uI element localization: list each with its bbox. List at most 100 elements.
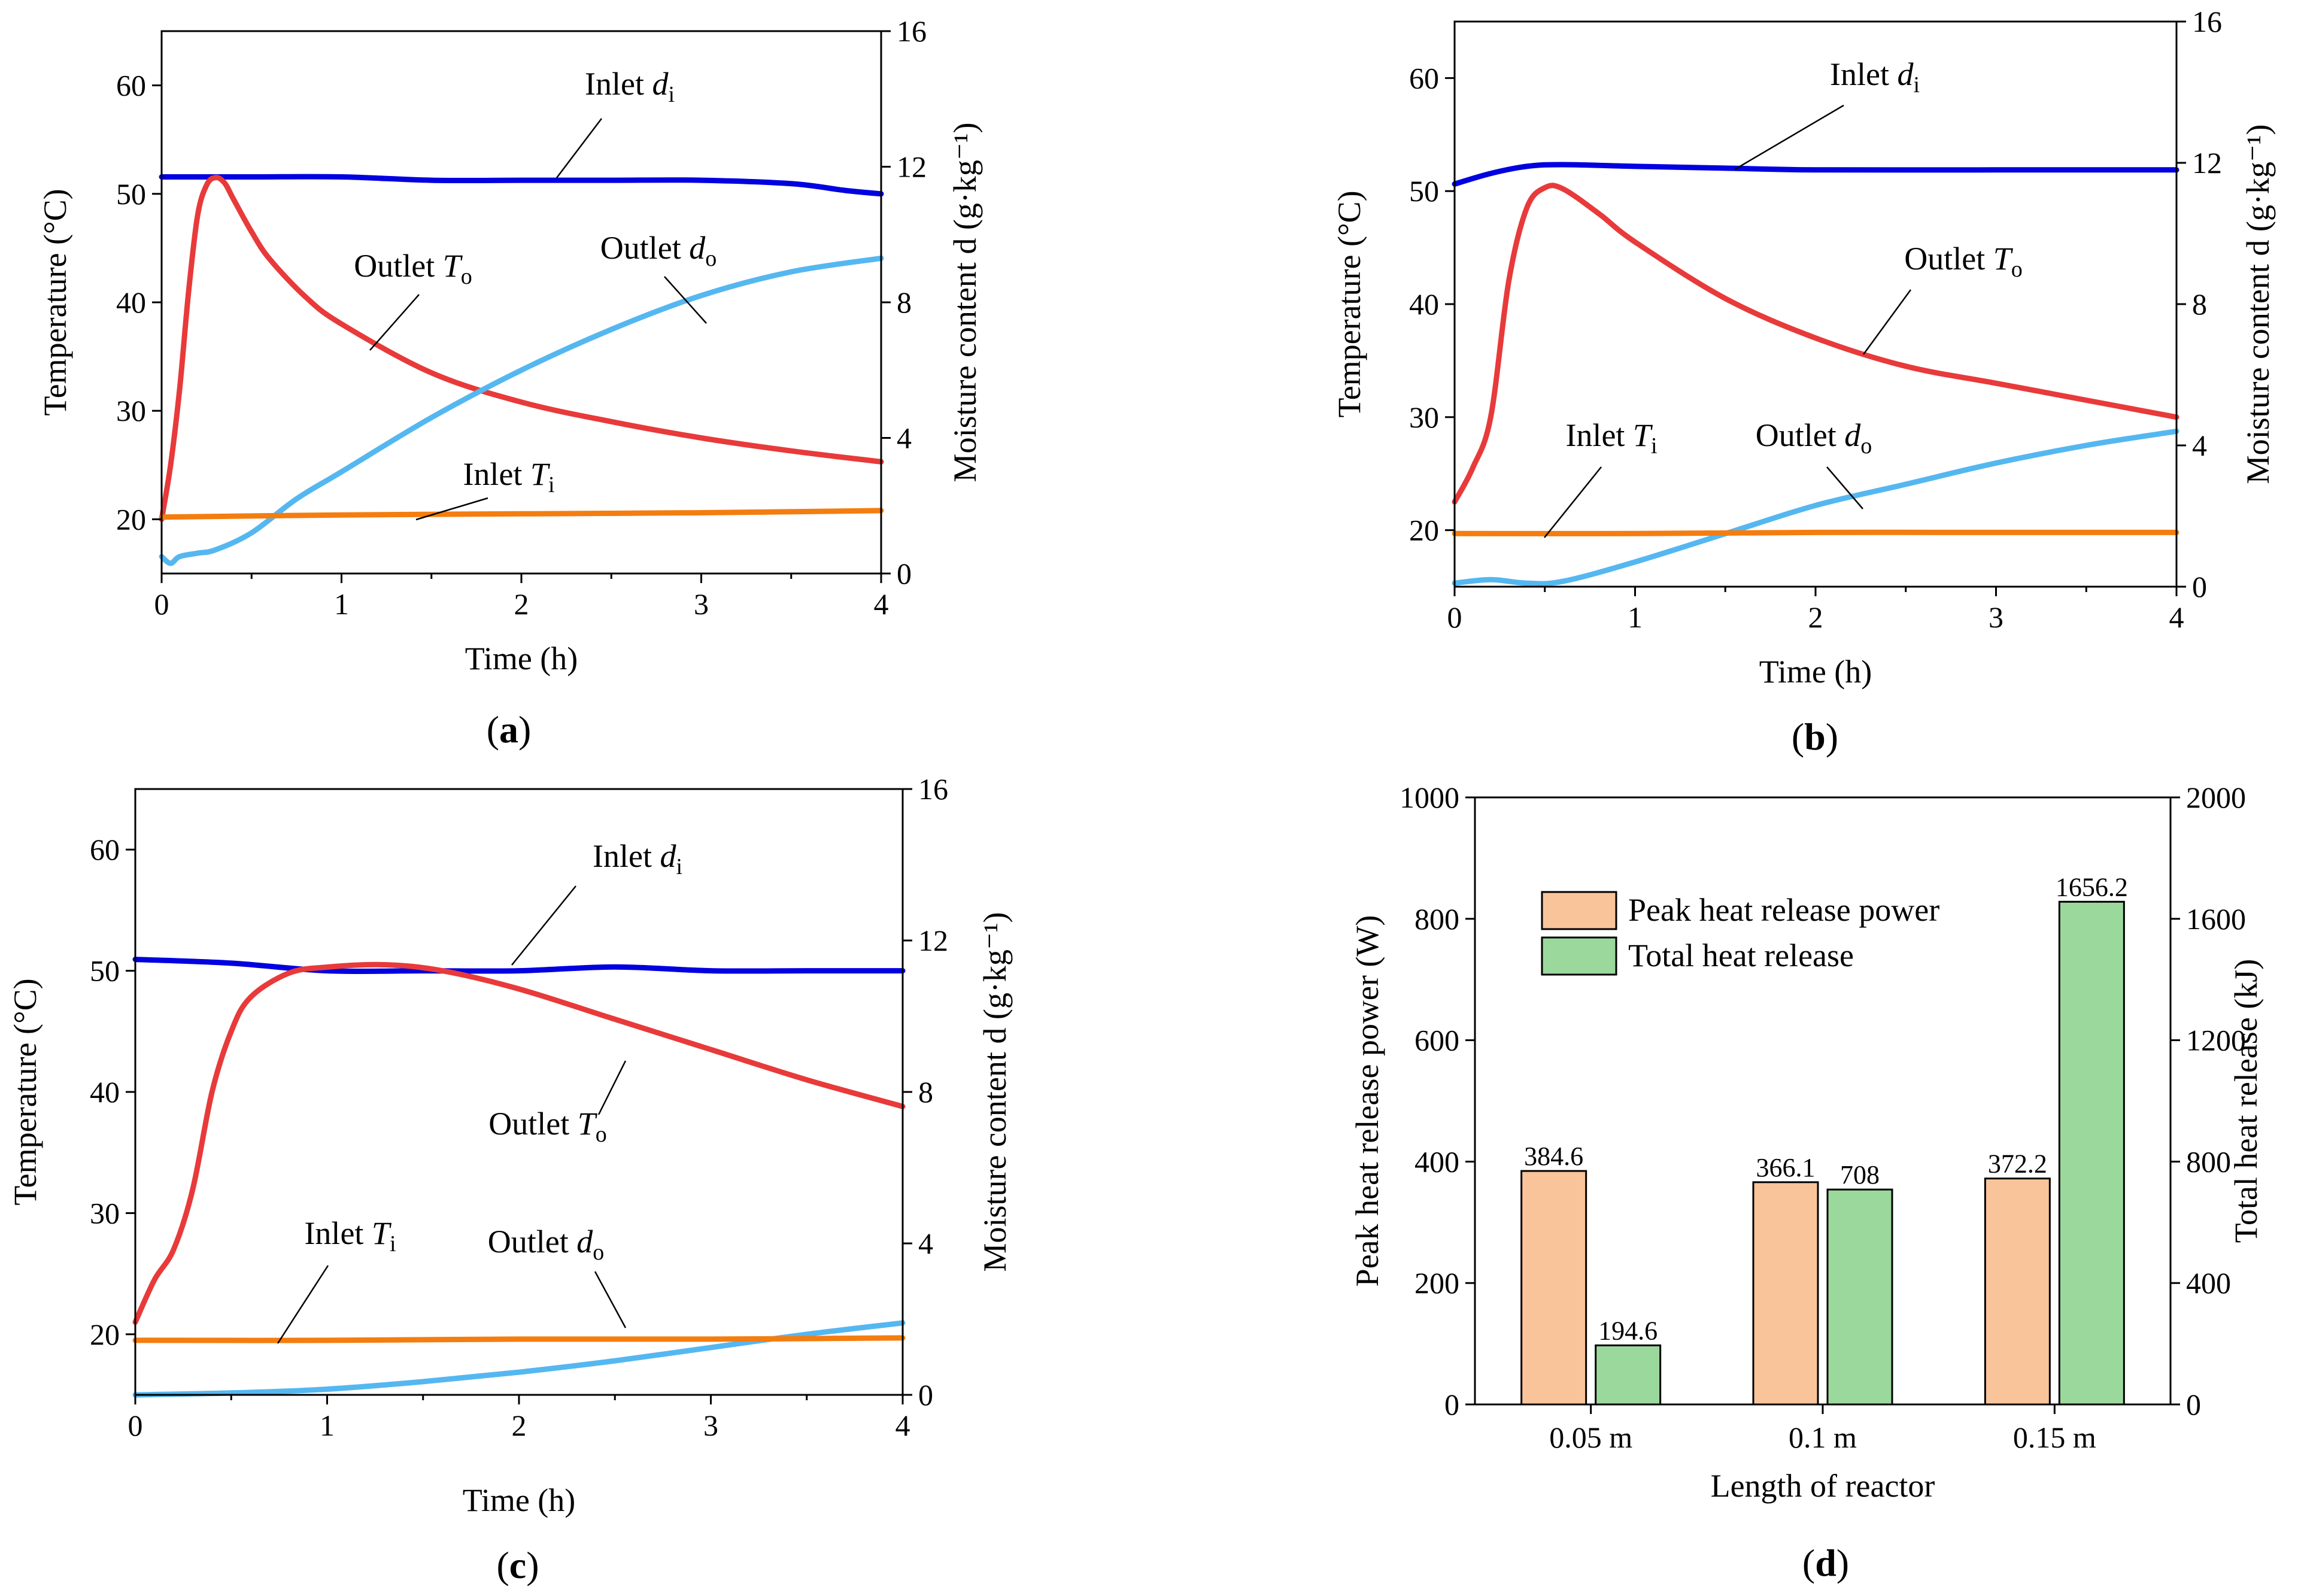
annotation-label: Outlet do (488, 1224, 604, 1265)
y2-tick-label: 12 (918, 924, 948, 957)
y2-tick-label: 16 (2192, 5, 2222, 38)
series-line-outlet-d-o (159, 255, 884, 566)
y2-tick-label: 12 (2192, 146, 2222, 180)
annotation-leader (277, 1265, 329, 1344)
plot-frame (160, 30, 882, 575)
series-line-inlet-t-i (159, 508, 884, 520)
y2-axis-title: Moisture content d (g·kg⁻¹) (977, 912, 1013, 1272)
y2-tick-label: 1600 (2186, 902, 2246, 936)
annotation-leader (1826, 466, 1863, 509)
plot-frame (1453, 20, 2178, 588)
series-line-outlet-t-o (132, 961, 906, 1325)
x-tick-label: 2 (1808, 600, 1823, 634)
y-axis-title: Peak heat release power (W) (1349, 915, 1385, 1287)
y-tick-label: 40 (90, 1075, 120, 1109)
annotation-label: Outlet To (354, 248, 472, 289)
x-axis-title: Length of reactor (1711, 1468, 1935, 1504)
plot-frame (134, 788, 904, 1396)
y2-tick-label: 800 (2186, 1145, 2231, 1178)
annotation-label: Inlet di (1830, 56, 1920, 98)
panel-label: (b) (1792, 715, 1838, 758)
bar-total-heat (1595, 1344, 1662, 1406)
series-line-inlet-d-i (159, 174, 884, 197)
y2-axis-title: Moisture content d (g·kg⁻¹) (2240, 124, 2276, 484)
y2-axis-title: Total heat release (kJ) (2228, 959, 2264, 1243)
y-tick-label: 50 (116, 177, 146, 211)
x-tick-label: 0 (128, 1409, 143, 1442)
y-tick-label: 60 (116, 69, 146, 102)
y-tick-label: 50 (1409, 174, 1439, 208)
bar-value-label: 372.2 (1988, 1149, 2047, 1179)
panel-label: (a) (487, 708, 532, 751)
annotation-label: Outlet do (1756, 417, 1872, 459)
series-line-outlet-d-o (132, 1320, 906, 1398)
bar-value-label: 366.1 (1756, 1153, 1816, 1182)
legend-swatch (1541, 891, 1617, 930)
x-tick-label: 3 (1989, 600, 2003, 634)
y2-tick-label: 0 (897, 557, 912, 590)
bar-total-heat (2058, 900, 2125, 1406)
x-tick-label: 0.15 m (2013, 1421, 2096, 1454)
y-tick-label: 800 (1414, 902, 1459, 936)
y2-tick-label: 0 (2186, 1388, 2201, 1421)
y2-tick-label: 1200 (2186, 1024, 2246, 1057)
y-tick-label: 0 (1444, 1388, 1459, 1421)
annotation-label: Inlet Ti (304, 1215, 396, 1257)
series-line-inlet-d-i (1452, 162, 2179, 187)
series-line-inlet-d-i (132, 957, 906, 975)
y-axis-title: Temperature (°C) (7, 978, 43, 1205)
annotation-leader (1862, 289, 1912, 355)
bar-peak-power (1984, 1178, 2051, 1406)
y-tick-label: 1000 (1400, 781, 1459, 814)
x-tick-label: 0 (154, 587, 169, 621)
x-tick-label: 4 (874, 587, 889, 621)
x-tick-label: 1 (334, 587, 349, 621)
annotation-leader (1544, 466, 1602, 538)
y2-tick-label: 4 (918, 1227, 933, 1260)
y-tick-label: 40 (1409, 287, 1439, 321)
annotation-label: Inlet Ti (1565, 417, 1657, 459)
annotation-leader (594, 1271, 627, 1328)
y2-tick-label: 8 (918, 1075, 933, 1109)
x-tick-label: 0.1 m (1789, 1421, 1857, 1454)
panel-label: (c) (496, 1544, 539, 1586)
y2-tick-label: 0 (2192, 570, 2207, 603)
y-tick-label: 20 (90, 1318, 120, 1351)
annotation-label: Inlet di (593, 838, 682, 879)
legend-swatch (1541, 936, 1617, 976)
annotation-label: Inlet di (585, 66, 675, 107)
annotation-leader (664, 276, 707, 324)
y2-tick-label: 16 (897, 14, 927, 48)
y2-tick-label: 4 (2192, 429, 2207, 462)
y2-tick-label: 8 (897, 286, 912, 319)
annotation-label: Outlet To (1904, 241, 2023, 282)
y-tick-label: 600 (1414, 1024, 1459, 1057)
annotation-leader (511, 885, 576, 966)
series-line-outlet-t-o (1452, 183, 2179, 505)
y-tick-label: 20 (1409, 514, 1439, 547)
y2-tick-label: 0 (918, 1378, 933, 1412)
annotation-label: Inlet Ti (463, 456, 554, 497)
y-tick-label: 60 (90, 833, 120, 866)
y-tick-label: 30 (1409, 400, 1439, 434)
x-tick-label: 3 (703, 1409, 718, 1442)
bar-peak-power (1520, 1170, 1587, 1406)
series-line-inlet-t-i (1452, 529, 2179, 536)
bar-value-label: 1656.2 (2056, 872, 2128, 902)
annotation-leader (415, 497, 488, 521)
y-axis-title: Temperature (°C) (37, 189, 73, 415)
annotation-label: Outlet To (488, 1106, 607, 1147)
x-tick-label: 4 (895, 1409, 910, 1442)
y-tick-label: 30 (116, 394, 146, 427)
bar-peak-power (1752, 1181, 1819, 1406)
annotation-leader (556, 118, 602, 178)
series-line-outlet-t-o (159, 175, 884, 522)
panel-d: 384.6 194.6 0.05 m 366.1 708 0.1 m 372.2 1656.2… (1349, 781, 2264, 1584)
bar-total-heat (1826, 1188, 1893, 1406)
x-tick-label: 4 (2169, 600, 2184, 634)
series-line-inlet-t-i (132, 1335, 906, 1343)
bar-value-label: 708 (1840, 1160, 1880, 1190)
